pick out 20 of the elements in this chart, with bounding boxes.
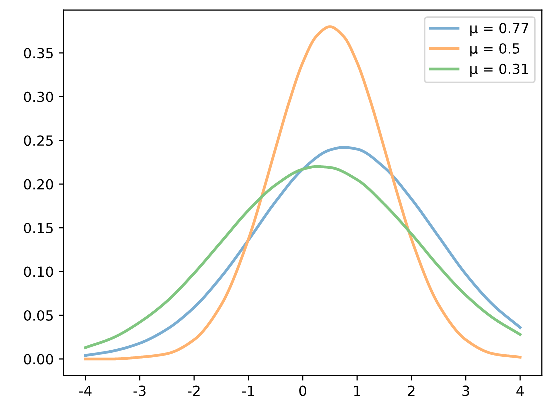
y-tick-label: 0.35 bbox=[24, 48, 54, 59]
x-tick-label: 2 bbox=[408, 386, 415, 396]
y-tick-label: 0.10 bbox=[24, 266, 54, 278]
y-tick-label: 0.15 bbox=[24, 223, 54, 234]
x-tick-label: 4 bbox=[516, 386, 524, 396]
x-tick-label: -2 bbox=[188, 386, 200, 396]
x-tick-label: 1 bbox=[354, 386, 360, 396]
x-tick-label: -3 bbox=[134, 386, 146, 396]
x-tick-label: 0 bbox=[300, 386, 307, 396]
x-tick-label: -4 bbox=[79, 386, 92, 396]
y-tick-label: 0.05 bbox=[24, 310, 54, 321]
y-tick-label: 0.20 bbox=[24, 179, 54, 190]
x-tick-label: -1 bbox=[242, 386, 254, 396]
y-tick-label: 0.00 bbox=[24, 354, 54, 365]
legend-label: μ = 0.5 bbox=[470, 43, 520, 57]
legend-label: μ = 0.31 bbox=[470, 64, 528, 78]
y-tick-label: 0.25 bbox=[24, 136, 54, 146]
y-tick-label: 0.30 bbox=[24, 92, 54, 102]
x-tick-label: 3 bbox=[462, 386, 470, 396]
legend-label: μ = 0.77 bbox=[470, 23, 528, 36]
